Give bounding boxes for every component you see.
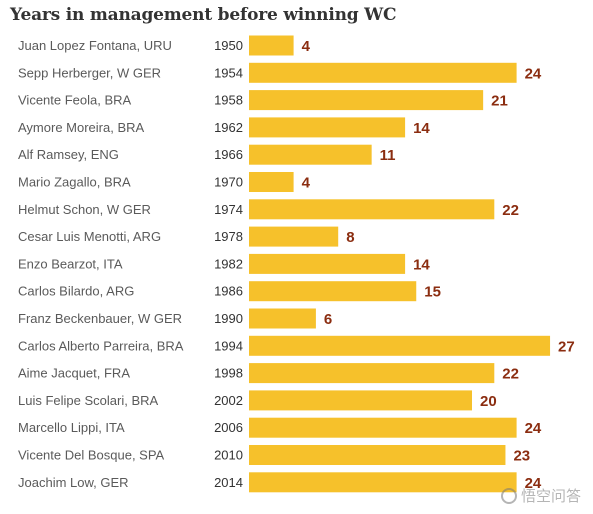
category-label: Enzo Bearzot, ITA bbox=[18, 256, 123, 271]
watermark: 悟空问答 bbox=[500, 485, 581, 506]
value-label: 15 bbox=[424, 284, 441, 301]
bar bbox=[249, 281, 417, 302]
category-label: Aymore Moreira, BRA bbox=[18, 120, 145, 135]
bar bbox=[249, 226, 339, 247]
value-label: 14 bbox=[413, 120, 430, 137]
bar bbox=[249, 117, 406, 138]
chat-bubble-icon bbox=[500, 487, 517, 504]
year-label: 1998 bbox=[214, 366, 243, 381]
category-label: Aime Jacquet, FRA bbox=[18, 366, 130, 381]
chart-title: Years in management before winning WC bbox=[10, 5, 397, 25]
bar bbox=[249, 90, 484, 111]
category-label: Vicente Feola, BRA bbox=[18, 93, 132, 108]
value-label: 24 bbox=[525, 65, 542, 82]
category-label: Joachim Low, GER bbox=[18, 475, 129, 490]
year-label: 2002 bbox=[214, 393, 243, 408]
value-label: 11 bbox=[380, 147, 396, 164]
year-label: 1958 bbox=[214, 93, 243, 108]
value-label: 22 bbox=[502, 366, 519, 383]
category-label: Carlos Alberto Parreira, BRA bbox=[18, 338, 184, 353]
year-label: 1978 bbox=[214, 229, 243, 244]
category-label: Alf Ramsey, ENG bbox=[18, 147, 119, 162]
year-label: 1986 bbox=[214, 284, 243, 299]
category-label: Luis Felipe Scolari, BRA bbox=[18, 393, 158, 408]
bar bbox=[249, 62, 517, 83]
value-label: 24 bbox=[525, 475, 542, 492]
category-label: Carlos Bilardo, ARG bbox=[18, 284, 134, 299]
bar bbox=[249, 35, 294, 56]
category-label: Juan Lopez Fontana, URU bbox=[18, 38, 172, 53]
value-label: 4 bbox=[302, 175, 311, 192]
year-label: 1994 bbox=[214, 338, 243, 353]
value-label: 23 bbox=[513, 448, 530, 465]
year-label: 1950 bbox=[214, 38, 243, 53]
category-label: Franz Beckenbauer, W GER bbox=[18, 311, 182, 326]
year-label: 1970 bbox=[214, 175, 243, 190]
year-label: 1962 bbox=[214, 120, 243, 135]
bar bbox=[249, 172, 294, 192]
bar bbox=[249, 199, 495, 220]
bar bbox=[249, 308, 316, 329]
category-label: Helmut Schon, W GER bbox=[18, 202, 151, 217]
value-label: 27 bbox=[558, 338, 575, 355]
bar bbox=[249, 472, 517, 493]
category-label: Sepp Herberger, W GER bbox=[18, 65, 161, 80]
value-label: 8 bbox=[346, 229, 354, 246]
value-label: 24 bbox=[525, 420, 542, 437]
bar bbox=[249, 335, 551, 356]
bar bbox=[249, 417, 517, 438]
value-label: 4 bbox=[302, 38, 311, 55]
value-label: 6 bbox=[324, 311, 332, 328]
category-label: Cesar Luis Menotti, ARG bbox=[18, 229, 161, 244]
bar bbox=[249, 445, 506, 465]
year-label: 2006 bbox=[214, 420, 243, 435]
value-label: 20 bbox=[480, 393, 497, 410]
year-label: 1990 bbox=[214, 311, 243, 326]
bar bbox=[249, 253, 406, 274]
category-label: Mario Zagallo, BRA bbox=[18, 175, 131, 190]
bar bbox=[249, 363, 495, 384]
value-label: 21 bbox=[491, 93, 508, 110]
bar bbox=[249, 144, 372, 165]
year-label: 1974 bbox=[214, 202, 243, 217]
category-label: Marcello Lippi, ITA bbox=[18, 420, 125, 435]
year-label: 2014 bbox=[214, 475, 243, 490]
year-label: 1982 bbox=[214, 256, 243, 271]
bar bbox=[249, 390, 472, 411]
year-label: 1954 bbox=[214, 65, 243, 80]
value-label: 14 bbox=[413, 256, 430, 273]
category-label: Vicente Del Bosque, SPA bbox=[18, 448, 165, 463]
value-label: 22 bbox=[502, 202, 519, 219]
year-label: 1966 bbox=[214, 147, 243, 162]
watermark-text: 悟空问答 bbox=[520, 487, 581, 505]
year-label: 2010 bbox=[214, 448, 243, 463]
